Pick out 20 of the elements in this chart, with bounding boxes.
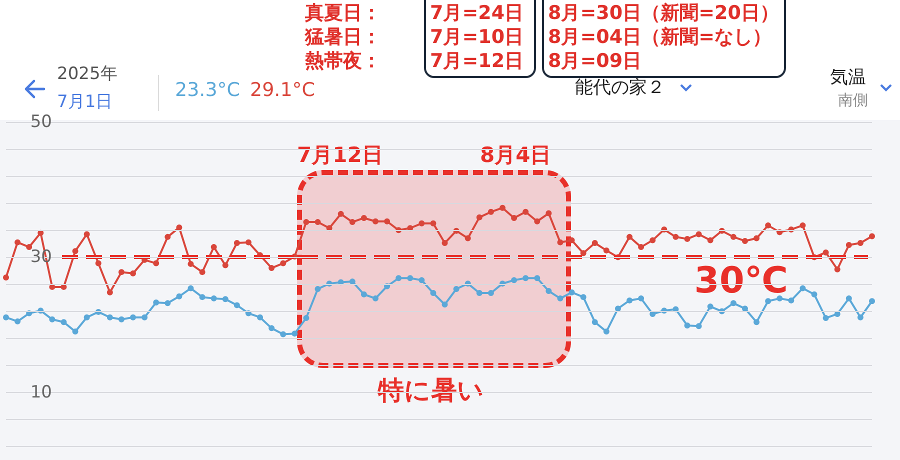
y-tick-label: 30 <box>30 247 52 268</box>
text: 熱帯夜： <box>305 50 381 72</box>
text: 猛暑日： <box>305 26 381 48</box>
text: 8月=30日（新聞=20日） <box>548 2 779 24</box>
text: 7月=10日 <box>430 26 524 48</box>
text: 8月=09日 <box>548 50 642 72</box>
text: 南側 <box>838 91 868 109</box>
text: 2025年 <box>57 64 118 84</box>
text: 真夏日： <box>305 2 381 24</box>
y-tick-label: 10 <box>30 382 52 402</box>
text: 能代の家２ <box>575 77 665 98</box>
text: 8月=04日（新聞=なし） <box>548 26 772 48</box>
y-tick-label: 50 <box>30 112 52 132</box>
text: 7月=12日 <box>430 50 524 72</box>
text: 7月=24日 <box>430 2 524 24</box>
text: 29.1°C <box>250 79 316 101</box>
text: 7月1日 <box>57 92 113 112</box>
ref-line-label: 30℃ <box>694 260 788 302</box>
text: 23.3°C <box>175 79 240 101</box>
text: 気温 <box>830 67 866 88</box>
